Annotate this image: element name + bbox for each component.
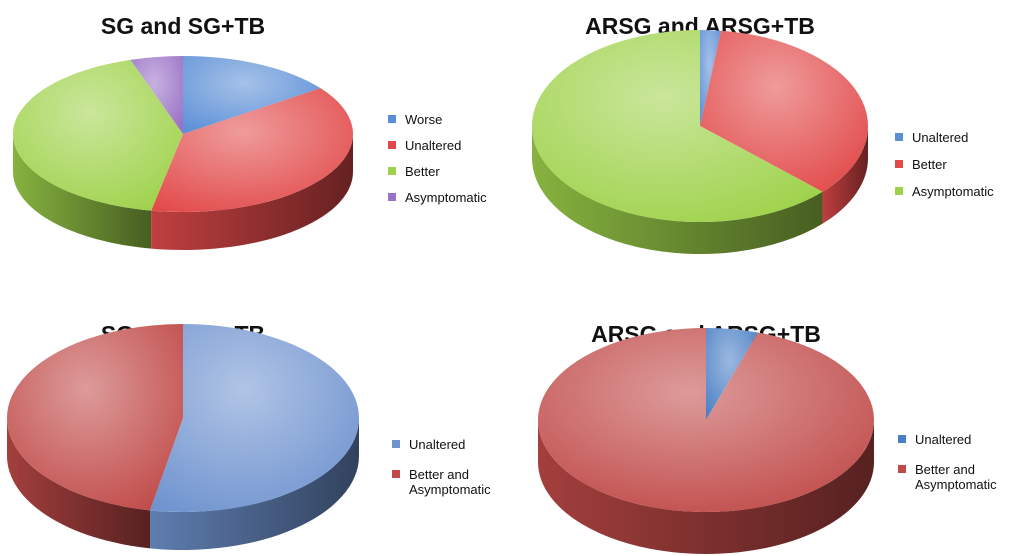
pie-slice-better [12,59,183,211]
legend-label-unaltered: Unaltered [409,437,465,452]
pie-slice-unaltered [150,324,359,512]
pie-slice-unaltered [151,88,354,213]
legend-label-worse: Worse [405,112,442,127]
legend-swatch-unaltered [898,435,906,443]
legend-swatch-better [895,160,903,168]
pie-chart-arsg-upper: ARSG and ARSG+TBUnalteredBetterAsymptoma… [532,13,994,254]
legend-swatch-unaltered [392,440,400,448]
legend-label-better: Better [912,157,947,172]
legend-swatch-asymptomatic [388,193,396,201]
pie-side-better [13,134,152,249]
pie-slice-unaltered [706,328,758,420]
legend-swatch-better-and-asymptomatic [392,470,400,478]
legend-label-unaltered: Unaltered [405,138,461,153]
pie-chart-sg-upper: SG and SG+TB Worse Unaltered Better Asymptom… [12,13,487,251]
pie-slice-better-and-asymptomatic [538,328,874,512]
chart-panel-2: ARSG and ARSG+TB Unaltered Better Asymptoma… [507,0,1014,278]
chart-title: SG and SG+TB [101,13,265,39]
legend-swatch-unaltered [895,133,903,141]
pie-slice-worse [183,56,321,134]
legend-label-better-and-asymptomatic: Better and Asymptomatic [409,467,491,497]
legend-swatch-better-and-asymptomatic [898,465,906,473]
pie-slice-unaltered [700,30,722,126]
legend-label-asymptomatic: Asymptomatic [405,190,487,205]
legend-swatch-worse [388,115,396,123]
pie-slice-better [700,30,868,192]
pie-slice-better-and-asymptomatic [6,324,183,511]
legend-swatch-asymptomatic [895,187,903,195]
legend-label-better: Better [405,164,440,179]
legend-label-better-and-asymptomatic: Better and Asymptomatic [915,462,997,492]
pie-side-unaltered [151,134,353,251]
pie-side-unaltered [150,418,359,550]
pie-side-asymptomatic [532,126,823,254]
chart-panel-1: SG and SG+TB Worse Unaltered Better Asymptom… [0,0,507,278]
pie-side-better-and-asymptomatic [538,420,874,554]
legend-swatch-better [388,167,396,175]
pie-side-better [822,126,868,224]
legend-label-unaltered: Unaltered [912,130,968,145]
pie-slice-asymptomatic [532,30,823,222]
legend-swatch-unaltered [388,141,396,149]
pie-slice-asymptomatic [130,56,183,134]
legend-label-asymptomatic: Asymptomatic [912,184,994,199]
pie-side-better-and-asymptomatic [7,418,151,549]
legend-label-unaltered: Unaltered [915,432,971,447]
